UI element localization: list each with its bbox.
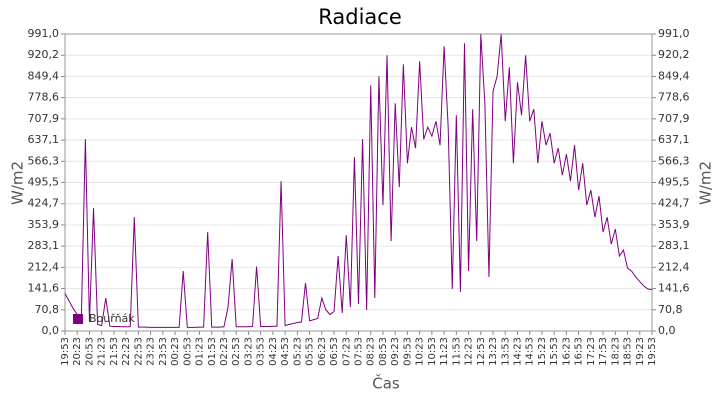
x-tick-label: 15:53 bbox=[549, 337, 560, 366]
y-tick-label: 566,3 bbox=[28, 154, 60, 167]
y2-axis-title: W/m2 bbox=[697, 161, 715, 205]
x-tick-label: 01:53 bbox=[207, 337, 218, 366]
x-tick-label: 05:53 bbox=[305, 337, 316, 366]
x-tick-label: 02:23 bbox=[219, 337, 230, 366]
x-tick-label: 08:53 bbox=[378, 337, 389, 366]
x-tick-label: 20:53 bbox=[84, 337, 95, 366]
x-axis-title: Čas bbox=[372, 374, 400, 393]
data-line bbox=[64, 34, 653, 328]
x-tick-label: 10:23 bbox=[415, 337, 426, 366]
x-tick-label: 10:53 bbox=[427, 337, 438, 366]
x-tick-label: 14:53 bbox=[525, 337, 536, 366]
x-tick-label: 09:23 bbox=[390, 337, 401, 366]
y2-tick-label: 778,6 bbox=[658, 91, 690, 104]
x-tick-label: 21:23 bbox=[97, 337, 108, 366]
x-tick-label: 17:23 bbox=[586, 337, 597, 366]
y-tick-label: 920,2 bbox=[28, 48, 60, 61]
x-tick-label: 05:23 bbox=[292, 337, 303, 366]
x-tick-label: 14:23 bbox=[512, 337, 523, 366]
x-tick-label: 06:53 bbox=[329, 337, 340, 366]
chart-title: Radiace bbox=[318, 5, 402, 29]
x-tick-label: 02:53 bbox=[231, 337, 242, 366]
x-tick-label: 18:53 bbox=[623, 337, 634, 366]
x-tick-label: 04:53 bbox=[280, 337, 291, 366]
x-tick-label: 07:23 bbox=[341, 337, 352, 366]
y2-tick-label: 141,6 bbox=[658, 282, 690, 295]
y-tick-label: 778,6 bbox=[28, 91, 60, 104]
y-tick-label: 283,1 bbox=[28, 239, 60, 252]
x-tick-label: 03:23 bbox=[243, 337, 254, 366]
y-axis-title: W/m2 bbox=[9, 161, 27, 205]
y2-tick-label: 283,1 bbox=[658, 239, 690, 252]
legend-swatch bbox=[73, 314, 83, 324]
x-tick-label: 11:23 bbox=[439, 337, 450, 366]
x-tick-label: 16:23 bbox=[561, 337, 572, 366]
x-tick-label: 08:23 bbox=[366, 337, 377, 366]
y2-tick-label: 70,8 bbox=[658, 303, 683, 316]
x-tick-label: 23:53 bbox=[158, 337, 169, 366]
x-tick-label: 18:23 bbox=[610, 337, 621, 366]
y2-tick-label: 0,0 bbox=[658, 324, 676, 337]
x-tick-label: 19:53 bbox=[647, 337, 658, 366]
x-tick-label: 11:53 bbox=[451, 337, 462, 366]
plot-border bbox=[64, 33, 653, 332]
x-tick-label: 00:53 bbox=[182, 337, 193, 366]
y-tick-label: 353,9 bbox=[28, 218, 60, 231]
x-tick-label: 12:23 bbox=[464, 337, 475, 366]
x-tick-label: 00:23 bbox=[170, 337, 181, 366]
y2-tick-label: 991,0 bbox=[658, 27, 690, 40]
x-tick-label: 22:53 bbox=[133, 337, 144, 366]
y-tick-label: 495,5 bbox=[28, 176, 60, 189]
y-tick-label: 70,8 bbox=[35, 303, 60, 316]
y-tick-label: 637,1 bbox=[28, 133, 60, 146]
x-tick-label: 15:23 bbox=[537, 337, 548, 366]
x-tick-label: 16:53 bbox=[574, 337, 585, 366]
y-tick-label: 424,7 bbox=[28, 197, 60, 210]
x-tick-label: 07:53 bbox=[354, 337, 365, 366]
x-tick-label: 20:23 bbox=[72, 337, 83, 366]
x-tick-label: 04:23 bbox=[268, 337, 279, 366]
y2-tick-label: 707,9 bbox=[658, 112, 690, 125]
y-tick-label: 212,4 bbox=[28, 260, 60, 273]
x-tick-label: 12:53 bbox=[476, 337, 487, 366]
x-tick-label: 06:23 bbox=[317, 337, 328, 366]
y-tick-label: 849,4 bbox=[28, 69, 60, 82]
y2-tick-label: 566,3 bbox=[658, 154, 690, 167]
y2-tick-label: 424,7 bbox=[658, 197, 690, 210]
y2-tick-label: 495,5 bbox=[658, 176, 690, 189]
x-tick-label: 23:23 bbox=[146, 337, 157, 366]
legend-label: Bouřňák bbox=[89, 312, 135, 325]
x-tick-label: 13:23 bbox=[488, 337, 499, 366]
x-tick-label: 09:53 bbox=[402, 337, 413, 366]
x-tick-label: 13:53 bbox=[500, 337, 511, 366]
y2-tick-label: 353,9 bbox=[658, 218, 690, 231]
y-tick-label: 707,9 bbox=[28, 112, 60, 125]
y-tick-label: 0,0 bbox=[42, 324, 60, 337]
y-tick-label: 991,0 bbox=[28, 27, 60, 40]
x-tick-label: 19:53 bbox=[60, 337, 71, 366]
x-tick-label: 03:53 bbox=[256, 337, 267, 366]
x-tick-label: 22:23 bbox=[121, 337, 132, 366]
x-tick-label: 21:53 bbox=[109, 337, 120, 366]
y2-tick-label: 637,1 bbox=[658, 133, 690, 146]
x-tick-label: 01:23 bbox=[195, 337, 206, 366]
x-tick-label: 19:23 bbox=[635, 337, 646, 366]
y2-tick-label: 212,4 bbox=[658, 260, 690, 273]
y-tick-label: 141,6 bbox=[28, 282, 60, 295]
y2-tick-label: 920,2 bbox=[658, 48, 690, 61]
x-tick-label: 17:53 bbox=[598, 337, 609, 366]
y2-tick-label: 849,4 bbox=[658, 69, 690, 82]
